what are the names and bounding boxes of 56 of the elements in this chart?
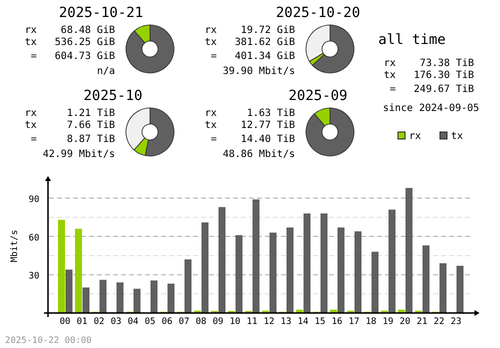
x-tick-label: 07 [178, 317, 190, 327]
text: rx 19.72 GiB [204, 25, 295, 36]
x-tick-label: 04 [128, 317, 138, 327]
x-tick-label: 12 [264, 317, 274, 327]
x-tick-label: 10 [230, 317, 240, 327]
x-tick-label: 22 [434, 317, 444, 327]
x-tick-label: 06 [162, 317, 172, 327]
x-tick-label: 21 [416, 317, 428, 327]
legend-label: tx [451, 131, 464, 142]
x-tick-label: 20 [400, 317, 410, 327]
x-tick-label: 16 [332, 317, 342, 327]
x-tick-label: 00 [60, 317, 70, 327]
x-tick-label: 09 [212, 317, 224, 327]
text: = 14.40 TiB [204, 134, 295, 145]
text: = 249.67 TiB [384, 84, 474, 95]
text: rx 68.48 GiB [24, 25, 115, 36]
y-tick-label: 90 [28, 195, 40, 206]
text: rx 1.63 TiB [204, 108, 295, 119]
text: all time [378, 32, 446, 48]
text: 42.99 Mbit/s [42, 149, 115, 160]
text: tx 536.25 GiB [24, 37, 115, 48]
chart-title: 2025-10-21 [58, 5, 144, 21]
x-tick-label: 03 [110, 317, 122, 327]
text: rx 1.21 TiB [24, 108, 115, 119]
text: 39.90 Mbit/s [222, 66, 295, 77]
text: = 604.73 GiB [24, 51, 115, 62]
x-tick-label: 19 [382, 317, 394, 327]
x-tick-label: 01 [76, 317, 88, 327]
x-tick-label: 15 [314, 317, 326, 327]
text: 48.86 Mbit/s [222, 149, 295, 160]
chart-title: 2025-10-20 [276, 5, 360, 21]
text: tx 176.30 TiB [384, 70, 474, 81]
x-tick-label: 11 [246, 317, 258, 327]
x-tick-label: 02 [94, 317, 104, 327]
text: n/a [96, 66, 115, 77]
text: since 2024-09-05 [382, 103, 480, 114]
x-tick-label: 17 [348, 317, 360, 327]
text: = 401.34 GiB [204, 51, 295, 62]
y-axis-title: Mbit/s [10, 230, 20, 262]
text: tx 12.77 TiB [204, 120, 295, 131]
x-tick-label: 08 [196, 317, 206, 327]
y-tick-label: 30 [28, 272, 40, 282]
x-tick-label: 14 [298, 317, 308, 327]
chart-title: 2025-10 [83, 88, 143, 104]
x-tick-label: 05 [144, 317, 156, 327]
x-tick-label: 23 [450, 317, 462, 327]
text: = 8.87 TiB [24, 134, 115, 145]
text: 2025-10-22 00:00 [5, 336, 92, 346]
text: rx 73.38 TiB [384, 58, 474, 69]
text: tx 7.66 TiB [24, 120, 115, 131]
x-tick-label: 18 [366, 317, 376, 327]
text: tx 381.62 GiB [204, 37, 295, 48]
x-tick-label: 13 [280, 317, 292, 327]
chart-title: 2025-09 [288, 88, 348, 104]
y-tick-label: 60 [28, 233, 40, 244]
legend-label: rx [409, 131, 422, 142]
